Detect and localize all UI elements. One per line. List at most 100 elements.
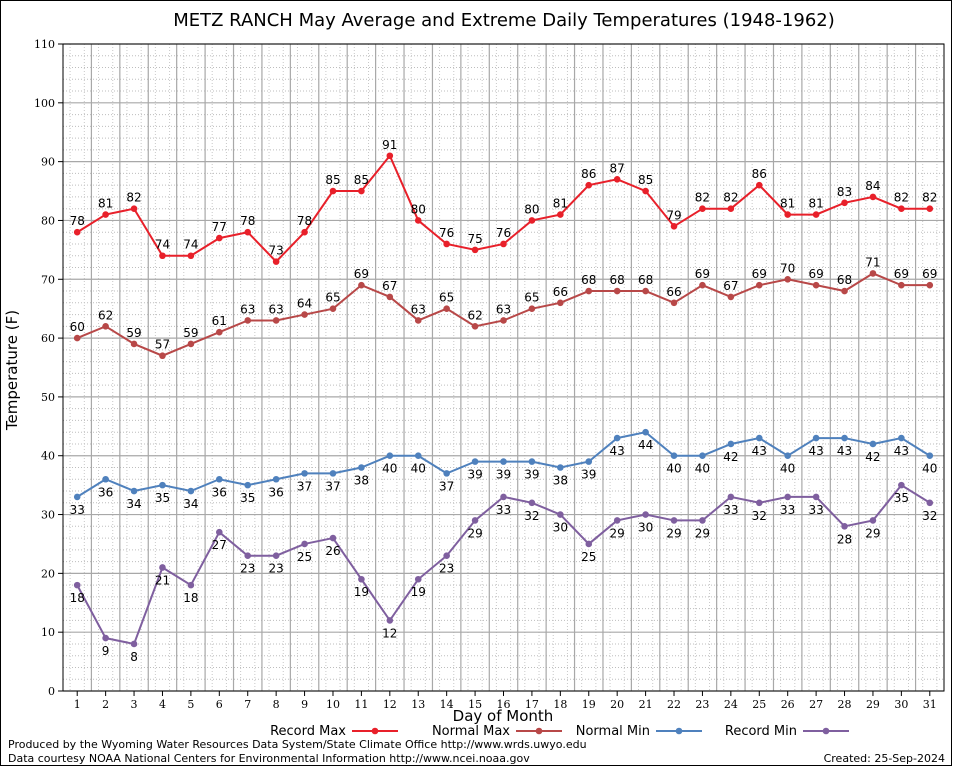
normal-max-point	[272, 317, 280, 324]
normal-max-data-label: 70	[780, 261, 795, 275]
normal-min-data-label: 38	[354, 473, 369, 487]
normal-max-data-label: 69	[354, 267, 369, 281]
normal-min-data-label: 40	[922, 462, 937, 476]
record-max-data-label: 81	[780, 197, 795, 211]
normal-max-point	[443, 305, 450, 312]
normal-max-point	[500, 317, 507, 324]
normal-min-data-label: 44	[638, 438, 653, 452]
record-min-data-label: 27	[212, 538, 227, 552]
normal-max-point	[812, 281, 820, 289]
normal-min-data-label: 43	[808, 444, 823, 458]
x-tick-label: 29	[866, 698, 880, 711]
record-min-data-label: 23	[439, 562, 454, 576]
legend-swatch-marker-record-max	[371, 727, 379, 735]
record-max-data-label: 81	[98, 197, 113, 211]
record-max-point	[102, 211, 109, 218]
normal-max-data-label: 65	[325, 291, 340, 305]
normal-max-data-label: 68	[610, 273, 625, 287]
record-min-data-label: 33	[808, 503, 823, 517]
record-min-point	[898, 481, 905, 489]
record-max-point	[755, 181, 763, 189]
normal-max-point	[727, 293, 735, 301]
record-min-data-label: 18	[183, 591, 198, 605]
record-min-point	[841, 523, 848, 530]
record-min-data-label: 29	[467, 526, 482, 540]
record-min-point	[130, 640, 138, 648]
normal-max-point	[841, 287, 848, 295]
normal-min-point	[755, 434, 763, 442]
normal-min-data-label: 40	[666, 462, 681, 476]
record-max-point	[812, 211, 820, 218]
normal-max-point	[557, 299, 564, 307]
y-axis-label: Temperature (F)	[3, 310, 21, 431]
x-tick-label: 30	[894, 698, 908, 711]
record-max-data-label: 75	[467, 232, 482, 246]
x-tick-label: 17	[525, 698, 539, 711]
normal-min-data-label: 40	[780, 462, 795, 476]
record-max-data-label: 85	[638, 173, 653, 187]
x-tick-label: 15	[468, 698, 482, 711]
normal-min-point	[670, 452, 678, 460]
normal-max-point	[869, 270, 877, 277]
record-max-point	[926, 205, 934, 212]
record-max-data-label: 80	[524, 202, 539, 216]
normal-max-data-label: 69	[894, 267, 909, 281]
legend-label-record-min: Record Min	[725, 724, 797, 739]
normal-min-data-label: 35	[240, 491, 255, 505]
x-tick-label: 5	[187, 698, 194, 711]
normal-min-data-label: 36	[98, 485, 113, 499]
x-tick-label: 18	[553, 698, 567, 711]
y-tick-label: 30	[41, 509, 55, 522]
normal-max-data-label: 62	[467, 308, 482, 322]
x-tick-label: 28	[838, 698, 852, 711]
record-max-point	[898, 205, 905, 212]
record-max-data-label: 81	[808, 197, 823, 211]
normal-min-point	[841, 434, 848, 442]
record-min-data-label: 29	[610, 526, 625, 540]
record-max-point	[272, 258, 280, 265]
x-tick-label: 16	[497, 698, 511, 711]
normal-max-data-label: 69	[695, 267, 710, 281]
normal-max-point	[471, 323, 479, 330]
x-tick-label: 20	[610, 698, 624, 711]
record-max-data-label: 91	[382, 138, 397, 152]
normal-max-data-label: 66	[553, 285, 568, 299]
record-min-data-label: 33	[780, 503, 795, 517]
record-min-point	[414, 575, 422, 583]
record-max-point	[386, 152, 394, 160]
x-tick-label: 12	[383, 698, 397, 711]
record-min-data-label: 26	[325, 544, 340, 558]
record-min-data-label: 33	[723, 503, 738, 517]
y-tick-label: 110	[34, 38, 55, 51]
normal-min-point	[699, 452, 706, 460]
normal-max-point	[358, 281, 365, 289]
record-min-point	[670, 517, 678, 524]
x-tick-label: 26	[781, 698, 795, 711]
normal-max-point	[216, 328, 223, 336]
record-max-data-label: 87	[610, 161, 625, 175]
normal-min-point	[187, 487, 195, 495]
legend-label-normal-min: Normal Min	[576, 724, 650, 739]
normal-min-point	[500, 458, 507, 465]
normal-max-point	[898, 281, 905, 289]
x-tick-label: 2	[102, 698, 109, 711]
normal-min-data-label: 38	[553, 473, 568, 487]
x-tick-label: 14	[440, 698, 454, 711]
normal-min-data-label: 34	[183, 497, 198, 511]
normal-min-point	[159, 481, 166, 489]
x-axis-label: Day of Month	[453, 707, 554, 725]
x-tick-label: 27	[809, 698, 823, 711]
record-min-point	[699, 517, 706, 524]
x-tick-label: 7	[244, 698, 251, 711]
normal-min-data-label: 36	[269, 485, 284, 499]
normal-min-data-label: 37	[325, 479, 340, 493]
y-tick-label: 70	[41, 273, 55, 286]
normal-min-data-label: 43	[610, 444, 625, 458]
normal-min-data-label: 43	[894, 444, 909, 458]
normal-min-point	[613, 434, 621, 442]
normal-min-point	[329, 470, 337, 477]
record-min-data-label: 32	[752, 509, 767, 523]
record-max-data-label: 78	[240, 214, 255, 228]
normal-max-data-label: 67	[723, 279, 738, 293]
y-tick-label: 10	[41, 626, 55, 639]
